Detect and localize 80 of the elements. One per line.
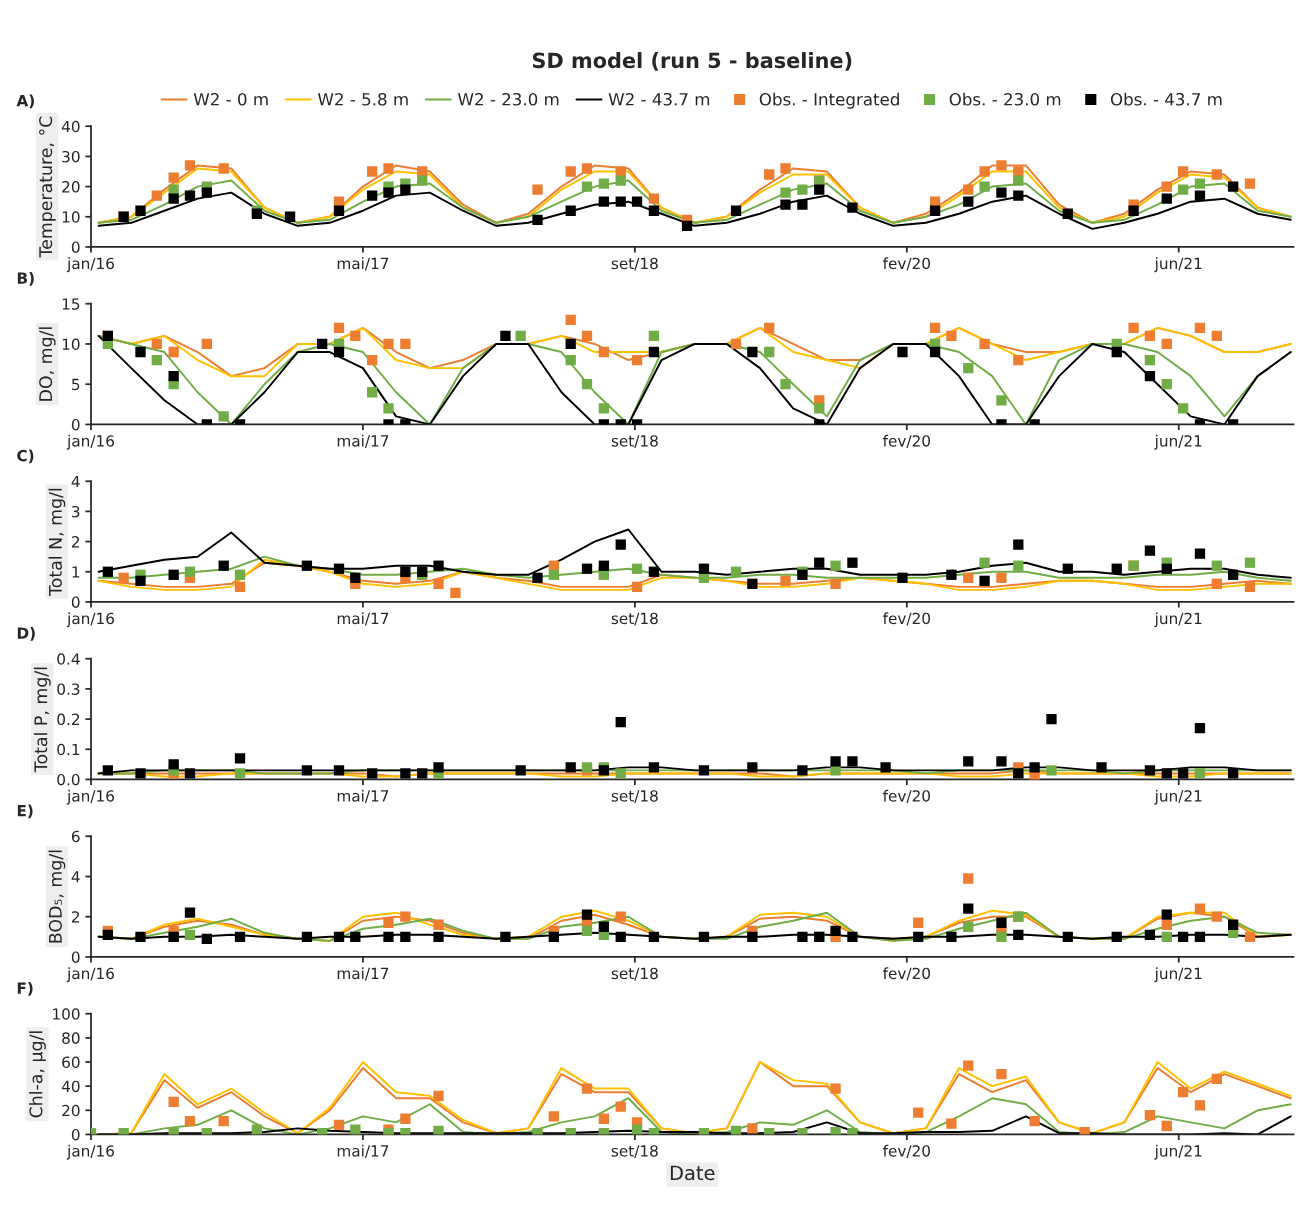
legend-label: W2 - 5.8 m: [317, 92, 408, 106]
y-tick-label: 80: [62, 1032, 80, 1044]
text: D): [17, 627, 35, 641]
x-tick-label: jan/16: [66, 612, 114, 628]
x-tick-label: mai/17: [337, 967, 389, 981]
y-tick-label: 30: [62, 150, 80, 163]
x-tick-label: jan/16: [66, 257, 114, 273]
x-tick-label: set/18: [611, 1145, 658, 1158]
text: C): [17, 449, 34, 464]
y-tick-label: 10: [62, 211, 80, 223]
y-axis-title: DO, mg/l: [38, 327, 56, 401]
text: E): [17, 804, 33, 819]
y-tick-label: 4: [71, 475, 80, 488]
x-tick-label: jun/21: [1154, 434, 1202, 450]
x-tick-label: mai/17: [337, 1144, 389, 1158]
legend-label: Obs. - 43.7 m: [1110, 92, 1222, 106]
y-tick-label: 0.1: [57, 743, 80, 756]
y-tick-label: 10: [62, 338, 80, 350]
y-tick-label: 100: [53, 1008, 80, 1020]
legend-label: W2 - 0 m: [193, 92, 268, 106]
y-tick-label: 4: [71, 871, 80, 883]
text: F): [17, 982, 33, 996]
y-tick-label: 2: [71, 911, 80, 923]
y-tick-label: 0: [71, 596, 80, 608]
x-tick-label: fev/20: [882, 789, 930, 803]
x-tick-label: mai/17: [337, 789, 389, 803]
y-tick-label: 0: [71, 418, 80, 431]
text: A): [16, 94, 34, 109]
y-tick-label: 40: [61, 1080, 80, 1093]
x-tick-label: set/18: [611, 612, 658, 626]
y-tick-label: 0.3: [57, 683, 80, 695]
y-tick-label: 3: [72, 505, 80, 518]
legend-label: Obs. - Integrated: [759, 92, 899, 109]
y-tick-label: 2: [71, 536, 80, 548]
x-tick-label: jun/21: [1154, 612, 1202, 628]
x-tick-label: jan/16: [66, 789, 114, 805]
y-tick-label: 5: [72, 378, 80, 391]
y-axis-title: Total N, mg/l: [48, 488, 66, 596]
y-axis-title: BOD₅, mg/l: [48, 850, 66, 943]
legend-label: W2 - 23.0 m: [458, 92, 559, 106]
x-tick-label: jun/21: [1154, 789, 1202, 805]
y-axis-title: Chl-a, µg/l: [29, 1031, 46, 1118]
x-tick-label: jun/21: [1154, 1144, 1202, 1160]
x-tick-label: set/18: [611, 967, 658, 981]
x-tick-label: fev/20: [882, 612, 930, 626]
x-tick-label: set/18: [611, 257, 658, 271]
x-tick-label: jan/16: [66, 1144, 114, 1160]
y-tick-label: 0: [71, 241, 80, 253]
x-tick-label: mai/17: [337, 257, 389, 271]
y-tick-label: 15: [62, 298, 80, 310]
y-axis-title: Temperature, °C: [39, 116, 56, 258]
x-tick-label: set/18: [611, 790, 658, 803]
x-tick-label: fev/20: [882, 1144, 930, 1158]
legend-label: Obs. - 23.0 m: [949, 92, 1061, 106]
x-tick-label: set/18: [611, 435, 658, 448]
x-tick-label: jun/21: [1154, 967, 1202, 983]
x-tick-label: jun/21: [1154, 257, 1202, 273]
x-tick-label: fev/20: [882, 434, 930, 448]
legend-label: W2 - 43.7 m: [608, 92, 710, 106]
x-tick-label: jan/16: [66, 967, 114, 983]
text: B): [17, 272, 34, 286]
x-axis-title: Date: [670, 1165, 715, 1181]
y-tick-label: 0.2: [57, 713, 80, 726]
x-tick-label: mai/17: [337, 434, 389, 448]
y-tick-label: 60: [62, 1056, 80, 1069]
y-tick-label: 0: [71, 1128, 80, 1141]
y-axis-title: Total P, mg/l: [33, 667, 51, 773]
y-tick-label: 1: [72, 566, 80, 578]
y-tick-label: 0: [71, 951, 80, 963]
y-tick-label: 20: [62, 1104, 80, 1117]
x-tick-label: fev/20: [882, 257, 930, 271]
chart-title: SD model (run 5 - baseline): [532, 52, 852, 71]
x-tick-label: fev/20: [882, 967, 930, 981]
y-tick-label: 0.0: [57, 773, 80, 786]
y-tick-label: 0.4: [57, 653, 80, 665]
x-tick-label: mai/17: [337, 612, 389, 626]
y-tick-label: 20: [62, 181, 80, 193]
x-tick-label: jan/16: [66, 434, 114, 450]
y-tick-label: 40: [61, 120, 80, 133]
y-tick-label: 6: [71, 830, 80, 843]
